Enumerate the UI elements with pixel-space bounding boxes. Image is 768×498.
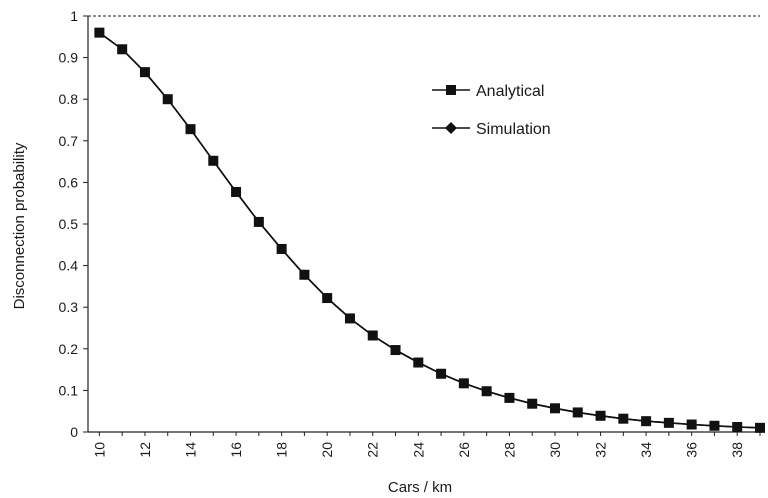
x-tick-label: 28 — [501, 442, 517, 458]
x-tick-label: 20 — [319, 442, 335, 458]
x-tick-label: 18 — [274, 442, 290, 458]
x-axis-label: Cars / km — [388, 479, 452, 496]
analytical-point — [686, 419, 697, 430]
analytical-point — [208, 155, 219, 166]
x-tick-label: 22 — [365, 442, 381, 458]
analytical-point — [618, 413, 629, 424]
analytical-point — [663, 417, 674, 428]
legend-label: Simulation — [476, 121, 551, 138]
analytical-point — [117, 44, 128, 55]
analytical-point — [231, 186, 242, 197]
analytical-point — [162, 94, 173, 105]
analytical-point — [549, 403, 560, 414]
analytical-point — [641, 416, 652, 427]
x-tick-label: 24 — [410, 442, 426, 458]
x-tick-label: 30 — [547, 442, 563, 458]
analytical-point — [322, 293, 333, 304]
y-tick-label: 0.8 — [59, 91, 79, 107]
x-tick-label: 32 — [593, 442, 609, 458]
analytical-point — [709, 420, 720, 431]
x-tick-label: 14 — [183, 442, 199, 458]
x-tick-label: 10 — [91, 442, 107, 458]
analytical-point — [139, 67, 150, 78]
x-tick-label: 36 — [684, 442, 700, 458]
analytical-point — [732, 422, 743, 433]
y-tick-label: 0 — [70, 424, 78, 440]
y-tick-label: 0.9 — [59, 50, 79, 66]
y-tick-label: 1 — [70, 8, 78, 24]
x-tick-label: 26 — [456, 442, 472, 458]
analytical-point — [390, 345, 401, 356]
y-tick-label: 0.3 — [59, 299, 79, 315]
analytical-point — [367, 330, 378, 341]
x-tick-label: 34 — [638, 442, 654, 458]
y-axis-label: Disconnection probability — [11, 142, 28, 309]
y-tick-label: 0.6 — [59, 174, 79, 190]
legend-square-marker — [446, 85, 456, 95]
analytical-point — [276, 243, 287, 254]
analytical-point — [413, 357, 424, 368]
analytical-point — [436, 368, 447, 379]
y-tick-label: 0.5 — [59, 216, 79, 232]
x-tick-label: 12 — [137, 442, 153, 458]
y-tick-label: 0.4 — [59, 258, 79, 274]
y-tick-label: 0.7 — [59, 133, 79, 149]
analytical-point — [755, 422, 765, 433]
analytical-point — [253, 216, 264, 227]
legend: Analytical Simulation — [432, 83, 551, 138]
analytical-point — [299, 269, 310, 280]
analytical-point — [94, 27, 105, 38]
y-tick-label: 0.1 — [59, 382, 79, 398]
y-axis-ticks: 0 0.1 0.2 0.3 0.4 0.5 0.6 0.7 0.8 0.9 1 — [59, 8, 88, 440]
analytical-point — [572, 407, 583, 418]
analytical-point — [344, 313, 355, 324]
analytical-point — [595, 410, 606, 421]
analytical-point — [481, 386, 492, 397]
x-axis-ticks: 10 12 14 16 18 20 22 24 26 28 30 32 34 36 38 — [91, 432, 761, 458]
analytical-point — [458, 378, 469, 389]
x-tick-label: 38 — [729, 442, 745, 458]
legend-label: Analytical — [476, 83, 544, 100]
analytical-point — [527, 398, 538, 409]
series-layer — [94, 27, 765, 433]
x-tick-label: 16 — [228, 442, 244, 458]
legend-diamond-marker — [445, 122, 457, 134]
y-tick-label: 0.2 — [59, 341, 79, 357]
analytical-point — [504, 392, 515, 403]
analytical-point — [185, 124, 196, 135]
